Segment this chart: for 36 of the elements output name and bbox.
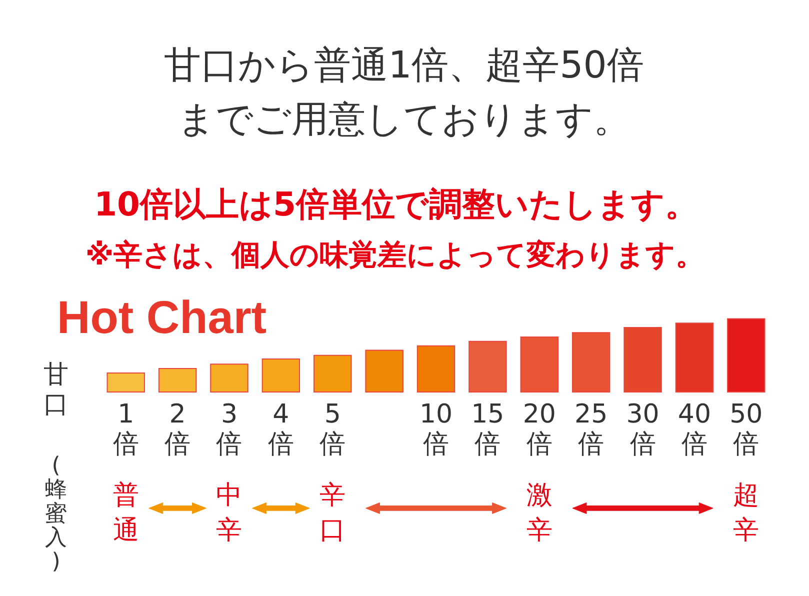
text: (蜂蜜入) <box>45 454 67 575</box>
bar <box>675 322 714 392</box>
text: ※辛さは、個人の味覚差によって変わります。 <box>85 238 705 272</box>
annotation: Hot Chart <box>57 291 267 343</box>
bar <box>727 318 766 392</box>
bar <box>416 345 456 392</box>
text: 超辛 <box>733 480 760 546</box>
text: 普通 <box>112 480 139 546</box>
bar <box>468 340 507 392</box>
x-tick-label: 40倍 <box>678 400 712 460</box>
x-tick-label: 50倍 <box>730 400 763 460</box>
bar <box>314 354 352 392</box>
text: 中辛 <box>216 480 242 546</box>
bar <box>106 372 145 392</box>
bar <box>624 326 662 392</box>
bar <box>572 332 610 392</box>
x-tick-label: 3倍 <box>216 400 242 460</box>
bar <box>520 336 558 392</box>
bar <box>262 358 300 392</box>
x-tick-label: 5倍 <box>320 400 346 460</box>
x-tick-label: 30倍 <box>626 400 660 460</box>
text: 甘口 <box>44 360 68 419</box>
chart-subtitle: 10倍以上は5倍単位で調整いたします。 <box>94 184 698 224</box>
x-tick-label: 1倍 <box>112 400 139 460</box>
x-tick-label: 25倍 <box>574 400 608 460</box>
bar <box>210 364 248 392</box>
x-tick-label: 20倍 <box>522 400 556 460</box>
bar <box>158 368 197 392</box>
x-tick-label: 2倍 <box>164 400 191 460</box>
chart-title: 甘口から普通1倍、超辛50倍までご用意しております。 <box>164 44 644 141</box>
bar <box>365 350 404 392</box>
text: 激辛 <box>526 480 552 546</box>
x-tick-label: 10倍 <box>419 400 453 460</box>
x-tick-label: 4倍 <box>268 400 294 460</box>
x-tick-label: 15倍 <box>471 400 504 460</box>
text: 辛口 <box>320 480 346 546</box>
